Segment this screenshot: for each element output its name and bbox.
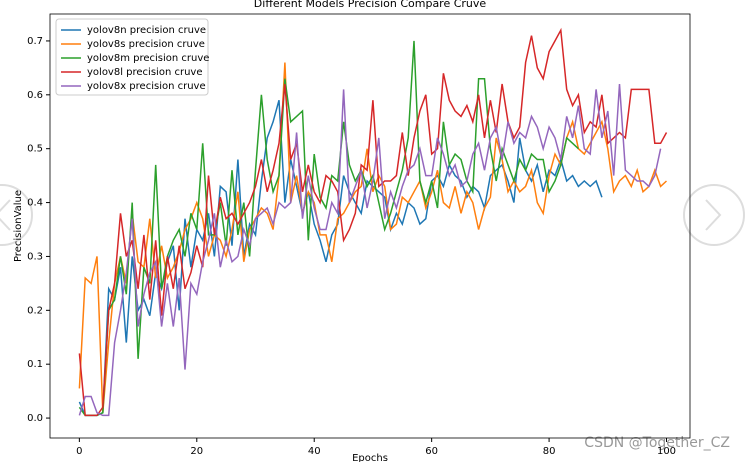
x-tick-label: 20 <box>190 446 203 457</box>
x-tick-label: 40 <box>308 446 321 457</box>
legend-label: yolov8n precision cruve <box>87 25 206 36</box>
y-tick-label: 0.6 <box>27 90 43 101</box>
x-tick-label: 100 <box>657 446 676 457</box>
x-tick-label: 80 <box>543 446 556 457</box>
y-axis-label: PrecisionValue <box>13 190 24 262</box>
prev-button[interactable] <box>0 184 33 246</box>
next-button[interactable] <box>683 184 745 246</box>
x-axis-label: Epochs <box>352 453 388 462</box>
x-tick-label: 0 <box>76 446 82 457</box>
y-tick-label: 0.7 <box>27 36 43 47</box>
legend-label: yolov8m precision cruve <box>87 53 209 64</box>
legend-label: yolov8x precision cruve <box>87 81 206 92</box>
y-tick-label: 0.3 <box>27 251 43 262</box>
y-tick-label: 0.1 <box>27 359 43 370</box>
legend-label: yolov8l precision cruve <box>87 67 202 78</box>
legend-label: yolov8s precision cruve <box>87 39 205 50</box>
series-line <box>78 40 579 417</box>
series-line <box>78 27 668 417</box>
series-line <box>78 83 662 417</box>
y-tick-label: 0.0 <box>27 413 43 424</box>
watermark: CSDN @Together_CZ <box>584 435 730 451</box>
series-line <box>78 62 668 413</box>
legend-box <box>55 18 209 96</box>
y-tick-label: 0.5 <box>27 144 43 155</box>
y-tick-label: 0.4 <box>27 198 43 209</box>
next-arrow <box>705 199 722 231</box>
plot-frame <box>49 13 691 439</box>
x-tick-label: 60 <box>425 446 438 457</box>
y-tick-label: 0.2 <box>27 305 43 316</box>
chart-title: Different Models Precision Compare Cruve <box>254 0 487 10</box>
prev-arrow <box>0 199 11 231</box>
